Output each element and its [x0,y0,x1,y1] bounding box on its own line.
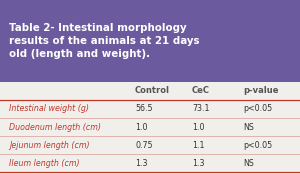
Text: 1.0: 1.0 [135,122,148,132]
Text: p-value: p-value [243,86,278,95]
Text: Table 2- Intestinal morphology
results of the animals at 21 days
old (length and: Table 2- Intestinal morphology results o… [9,23,200,59]
Text: p<0.05: p<0.05 [243,141,272,150]
Text: NS: NS [243,159,254,168]
Text: 73.1: 73.1 [192,104,209,113]
Text: 0.75: 0.75 [135,141,152,150]
Text: Ileum length (cm): Ileum length (cm) [9,159,80,168]
Text: Jejunum length (cm): Jejunum length (cm) [9,141,90,150]
Text: Duodenum length (cm): Duodenum length (cm) [9,122,101,132]
Text: 56.5: 56.5 [135,104,152,113]
Text: CeC: CeC [192,86,210,95]
FancyBboxPatch shape [0,0,300,82]
Text: 1.3: 1.3 [135,159,148,168]
Text: Control: Control [135,86,170,95]
Text: 1.3: 1.3 [192,159,205,168]
Text: p<0.05: p<0.05 [243,104,272,113]
Text: Intestinal weight (g): Intestinal weight (g) [9,104,89,113]
Text: 1.1: 1.1 [192,141,205,150]
Text: 1.0: 1.0 [192,122,205,132]
Text: NS: NS [243,122,254,132]
